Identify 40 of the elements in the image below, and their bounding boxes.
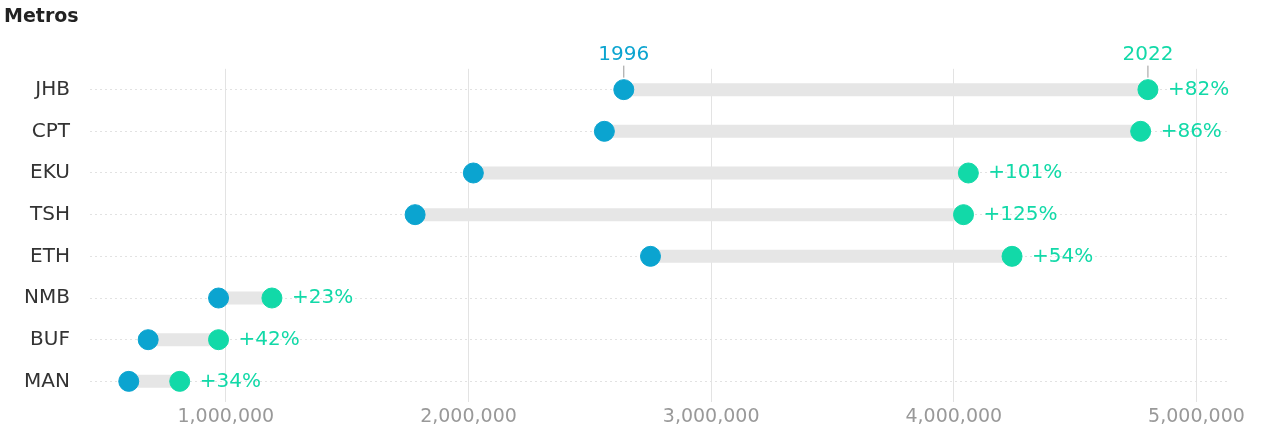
point [953, 204, 974, 226]
x-tick-label: 4,000,000 [905, 403, 1003, 426]
annotation: +54% [1032, 242, 1094, 267]
y-tick-label: ETH [30, 242, 70, 267]
y-tick-label: BUF [30, 325, 70, 350]
point [957, 162, 979, 184]
point [639, 245, 661, 267]
point [613, 79, 635, 101]
point [208, 329, 230, 351]
x-tick-label: 3,000,000 [662, 403, 760, 426]
point [118, 370, 140, 392]
y-tick-label: JHB [33, 75, 70, 100]
series-label: 2022 [1122, 40, 1174, 65]
point [1137, 79, 1159, 101]
series-label: 1996 [598, 40, 650, 65]
point [593, 120, 615, 142]
x-tick-label: 5,000,000 [1148, 403, 1245, 426]
point [137, 329, 159, 351]
point [462, 162, 484, 184]
annotation: +86% [1160, 117, 1222, 142]
point [261, 287, 283, 309]
point [404, 204, 426, 226]
annotation: +82% [1167, 75, 1230, 100]
annotation: +42% [238, 325, 300, 350]
chart-title: Metros [4, 4, 79, 27]
y-tick-label: MAN [24, 367, 70, 392]
x-tick-label: 1,000,000 [177, 403, 275, 426]
point [169, 370, 191, 392]
point [1130, 120, 1152, 142]
y-tick-label: EKU [30, 159, 70, 184]
y-tick-label: TSH [28, 200, 70, 225]
annotation: +23% [291, 284, 354, 309]
annotation: +34% [199, 367, 261, 392]
x-tick-label: 2,000,000 [420, 403, 517, 426]
point [1001, 245, 1023, 267]
annotation: +101% [988, 159, 1063, 184]
y-tick-label: NMB [24, 284, 70, 309]
annotation: +125% [983, 200, 1058, 225]
point [208, 287, 230, 309]
y-tick-label: CPT [31, 117, 71, 142]
